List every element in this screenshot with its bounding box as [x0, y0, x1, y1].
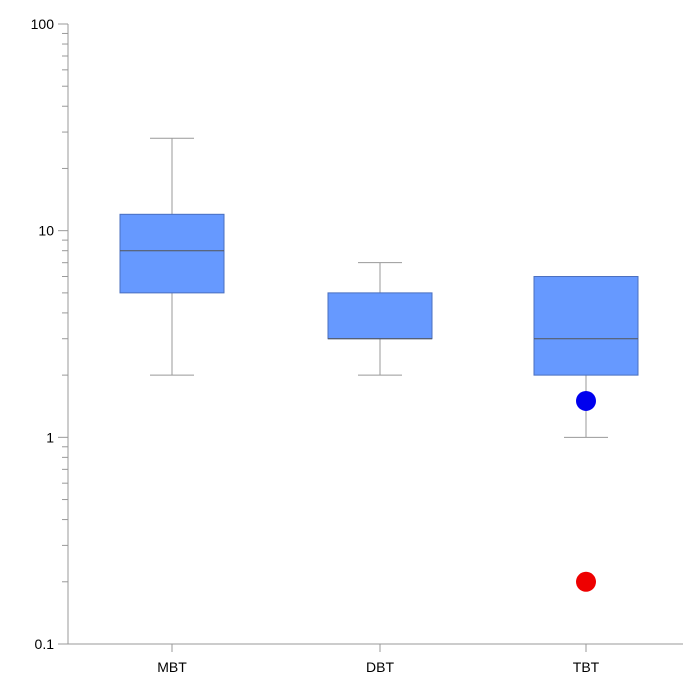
box-mbt	[119, 213, 225, 294]
x-tick-label: MBT	[157, 659, 187, 675]
x-tick-label: TBT	[573, 659, 600, 675]
data-point	[576, 390, 596, 411]
y-tick-label: 1	[46, 429, 54, 445]
x-tick-label: DBT	[366, 659, 394, 675]
data-point	[576, 571, 596, 592]
y-tick-label: 0.1	[35, 636, 55, 652]
axis-layer	[58, 23, 683, 652]
label-layer: 0.1 1 10 100 MBT DBT TBT	[31, 16, 600, 675]
y-tick-label: 10	[38, 223, 54, 239]
box-tbt	[533, 276, 639, 376]
box-dbt	[327, 292, 433, 340]
point-layer	[576, 390, 596, 592]
box-layer	[119, 137, 639, 438]
y-tick-label: 100	[31, 16, 55, 32]
